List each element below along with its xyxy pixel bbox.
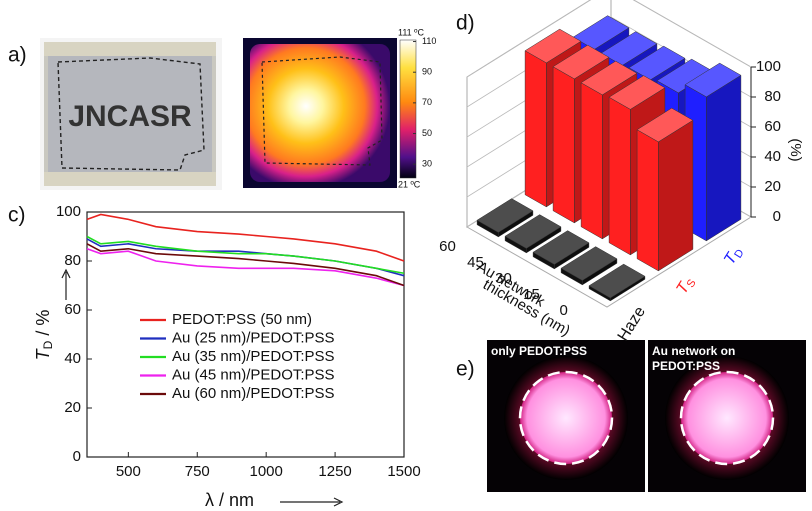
colorbar-tick-label: 50 <box>422 128 432 138</box>
colorbar-tick-label: 90 <box>422 67 432 77</box>
diffraction-images: only PEDOT:PSS Au network on PEDOT:PSS <box>487 340 806 492</box>
z-tick-label: 100 <box>756 58 781 75</box>
image-label: PEDOT:PSS <box>652 359 720 373</box>
y-axis-label-unit: / % <box>33 310 53 341</box>
bar-front <box>553 67 574 223</box>
x-tick-label: 60 <box>439 238 456 255</box>
z-tick-label: 0 <box>773 208 781 225</box>
image-label: only PEDOT:PSS <box>491 344 587 358</box>
series-label: TS <box>674 274 699 298</box>
bar-front <box>581 83 602 239</box>
device-photo: JNCASR <box>40 38 222 190</box>
series-label: Haze <box>615 304 649 345</box>
panel-label: d) <box>456 12 475 35</box>
y-tick-label: 100 <box>56 203 81 220</box>
x-tick-label: 1250 <box>318 463 351 480</box>
series-label-main: Haze <box>615 304 649 345</box>
legend-label: Au (35 nm)/PEDOT:PSS <box>172 348 335 365</box>
x-tick-label: 750 <box>185 463 210 480</box>
y-axis-label: TD / % <box>33 310 55 361</box>
x-tick-label: 1000 <box>249 463 282 480</box>
legend-label: Au (25 nm)/PEDOT:PSS <box>172 329 335 346</box>
legend-label: Au (60 nm)/PEDOT:PSS <box>172 385 335 402</box>
z-axis-label: (%) <box>787 138 804 161</box>
colorbar-tick-label: 30 <box>422 159 432 169</box>
bar-front <box>637 130 658 271</box>
y-tick-label: 80 <box>64 252 81 269</box>
colorbar-min-label: 21 ºC <box>398 179 421 189</box>
y-tick-label: 20 <box>64 399 81 416</box>
panel-label: e) <box>456 358 475 381</box>
photo-text: JNCASR <box>68 100 192 133</box>
colorbar-max-label: 111 ºC <box>398 27 424 37</box>
y-tick-label: 40 <box>64 350 81 367</box>
data-line <box>87 239 404 276</box>
colorbar-tick-label: 110 <box>422 36 436 46</box>
z-tick-label: 40 <box>764 148 781 165</box>
figure: a) b) c) d) e) JNCASR only PEDOT:PSS Au … <box>0 0 812 511</box>
x-tick-label: 500 <box>116 463 141 480</box>
x-tick-label: 0 <box>559 302 567 319</box>
x-tick-label: 1500 <box>387 463 420 480</box>
colorbar-tick-label: 70 <box>422 97 432 107</box>
bar-front <box>609 97 630 255</box>
panel-label: a) <box>8 44 27 67</box>
bar-side <box>706 75 741 241</box>
thermal-image <box>243 38 416 188</box>
bar <box>685 63 741 241</box>
bar-side <box>658 120 693 271</box>
x-axis-label: λ / nm <box>205 490 254 510</box>
y-tick-label: 60 <box>64 301 81 318</box>
panel-label: c) <box>8 204 26 227</box>
bar-front <box>525 51 546 207</box>
z-tick-label: 80 <box>764 88 781 105</box>
z-tick-label: 60 <box>764 118 781 135</box>
image-label: Au network on <box>652 344 735 358</box>
series-label: TD <box>721 244 746 269</box>
y-axis-label-sub: D <box>41 340 55 349</box>
y-tick-label: 0 <box>73 448 81 465</box>
z-tick-label: 20 <box>764 178 781 195</box>
bar <box>637 108 693 271</box>
legend-label: Au (45 nm)/PEDOT:PSS <box>172 366 335 383</box>
legend-label: PEDOT:PSS (50 nm) <box>172 311 312 328</box>
